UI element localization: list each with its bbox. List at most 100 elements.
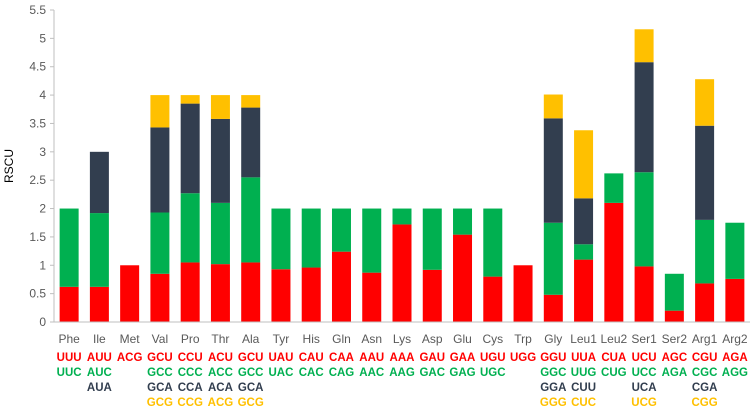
codon-label: CUU (571, 382, 596, 394)
codon-label: UUG (571, 367, 597, 379)
x-tick-label: Tyr (273, 332, 290, 346)
codon-label: CAU (299, 352, 324, 364)
codon-label: GAC (419, 367, 445, 379)
bar-segment (241, 177, 261, 263)
codon-label: CCU (178, 352, 203, 364)
codon-label: GGU (540, 352, 566, 364)
bar-segment (241, 262, 261, 322)
codon-labels: UUU UUC AUU AUC AUA ACG GCU GCC GCA GCG CCU CCC CCA C… (57, 352, 748, 409)
codon-label: AUU (87, 352, 112, 364)
x-tick-label: His (303, 332, 320, 346)
bar-segment (422, 269, 442, 322)
bar-segment (392, 208, 412, 225)
codon-label: UUU (57, 352, 82, 364)
bar-segment (543, 118, 563, 223)
bar-segment (331, 251, 351, 322)
x-tick-label: Ile (93, 332, 106, 346)
y-tick-label: 1.5 (29, 230, 46, 244)
bar-segment (422, 208, 442, 270)
x-tick-label: Asn (361, 332, 382, 346)
codon-label: UAU (268, 352, 293, 364)
y-tick-label: 3.5 (29, 116, 46, 130)
codon-label: AGG (722, 367, 748, 379)
codon-label: UCU (632, 352, 657, 364)
bar-segment (301, 267, 321, 322)
bar-segment (725, 222, 745, 279)
y-tick-label: 1 (39, 258, 46, 272)
x-tick-label: Phe (58, 332, 80, 346)
codon-label: GCC (147, 367, 173, 379)
codon-label: GGC (540, 367, 566, 379)
y-tick-label: 5.5 (29, 3, 46, 17)
codon-label: ACG (208, 397, 234, 409)
bar-segment (604, 202, 624, 322)
x-axis: Phe Ile Met Val Pro Thr Ala Tyr His Gln Asn Lys Asp G… (54, 321, 750, 346)
bar-segment (695, 79, 715, 126)
bar-segment (271, 269, 291, 322)
bar-segment (362, 208, 382, 273)
codon-label: AAU (359, 352, 384, 364)
bar-segment (513, 265, 533, 322)
x-tick-label: Ser2 (662, 332, 688, 346)
codon-label: GAU (419, 352, 445, 364)
codon-label: UUA (571, 352, 596, 364)
bar-segment (180, 95, 200, 104)
bar-segment (695, 283, 715, 322)
bar-segment (180, 193, 200, 263)
bar-segment (89, 286, 109, 322)
codon-label: AUA (87, 382, 112, 394)
bar-segment (271, 208, 291, 270)
codon-label: AGC (662, 352, 688, 364)
y-tick-label: 0 (39, 315, 46, 329)
bar-segment (331, 208, 351, 252)
x-tick-label: Leu1 (570, 332, 597, 346)
codon-label: UGC (480, 367, 506, 379)
codon-label: CAC (299, 367, 324, 379)
bar-segment (392, 224, 412, 322)
codon-label: CGU (692, 352, 718, 364)
bar-segment (120, 265, 140, 322)
codon-label: CUC (571, 397, 596, 409)
bar-segment (543, 294, 563, 322)
bar-segment (634, 62, 654, 173)
x-tick-label: Ser1 (631, 332, 657, 346)
x-tick-label: Lys (393, 332, 411, 346)
y-axis-label: RSCU (2, 149, 16, 183)
codon-label: GCC (238, 367, 264, 379)
bar-segment (210, 118, 230, 203)
bar-segment (574, 259, 594, 322)
x-tick-label: Thr (211, 332, 229, 346)
bar-segment (453, 208, 473, 235)
bar-segment (210, 95, 230, 119)
codon-label: UUC (57, 367, 82, 379)
codon-label: GCA (147, 382, 173, 394)
bar-segment (59, 208, 79, 287)
x-tick-label: Asp (422, 332, 443, 346)
bar-segment (483, 208, 503, 277)
bar-segment (664, 310, 684, 322)
codon-label: GAG (449, 367, 475, 379)
bar-segment (543, 94, 563, 119)
codon-label: CCA (178, 382, 203, 394)
bar-segment (604, 173, 624, 203)
codon-label: GGG (540, 397, 567, 409)
codon-label: UCC (632, 367, 657, 379)
bar-segment (89, 213, 109, 287)
codon-label: AUC (87, 367, 112, 379)
codon-label: GCA (238, 382, 264, 394)
bar-segment (634, 29, 654, 63)
codon-label: CGG (692, 397, 718, 409)
codon-label: UGU (480, 352, 506, 364)
bar-segment (180, 262, 200, 322)
bar-segment (453, 234, 473, 322)
bar-segment (89, 151, 109, 214)
bar-segment (695, 219, 715, 284)
y-tick-label: 5 (39, 31, 46, 45)
codon-label: CUA (601, 352, 626, 364)
bar-segment (59, 286, 79, 322)
x-tick-label: Leu2 (600, 332, 627, 346)
x-tick-label: Val (152, 332, 168, 346)
y-axis: 0 0.5 1 1.5 2 2.5 3 3.5 4 4.5 5 5.5 (29, 3, 55, 329)
bar-segment (241, 107, 261, 178)
codon-label: GCU (147, 352, 173, 364)
